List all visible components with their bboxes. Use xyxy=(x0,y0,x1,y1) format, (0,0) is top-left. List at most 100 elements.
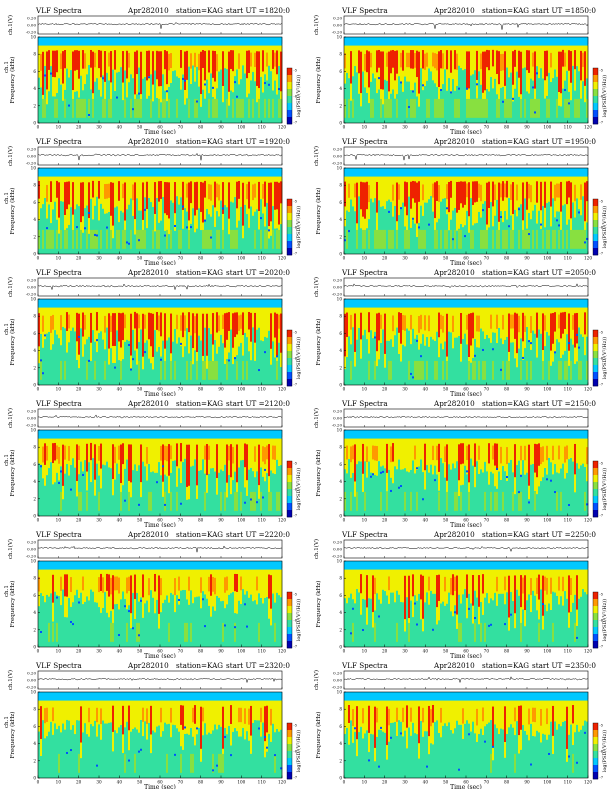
spectrogram-cell xyxy=(516,45,519,123)
spectrogram-cell xyxy=(194,45,197,123)
spectrogram-cell xyxy=(162,569,165,647)
spectrogram-cell xyxy=(166,569,169,647)
spectrogram-cell xyxy=(250,37,253,44)
spectrogram-cell xyxy=(258,369,261,372)
spectrogram-cell xyxy=(494,443,497,466)
spectrogram-cell xyxy=(54,176,57,254)
spectrogram-cell xyxy=(214,438,217,516)
spectrogram-cell xyxy=(526,168,529,175)
spectrogram-cell xyxy=(488,307,491,339)
spectrogram-cell xyxy=(398,176,401,254)
spectrogram-cell xyxy=(410,438,413,470)
freq-tick-label: 10 xyxy=(337,166,343,171)
spectrogram-cell xyxy=(48,561,51,568)
spectrogram-cell xyxy=(124,605,127,608)
spectrogram-cell xyxy=(208,307,211,329)
spectrogram-cell xyxy=(540,447,543,465)
spectrogram-cell xyxy=(572,168,575,175)
spectrogram-cell xyxy=(510,45,513,73)
spectrogram-cell xyxy=(444,168,447,175)
spectrogram-cell xyxy=(554,45,557,123)
spectrogram-cell xyxy=(84,176,87,209)
spectrogram-cell xyxy=(442,299,445,306)
spectrogram-cell xyxy=(60,470,63,473)
spectrogram-cell xyxy=(546,176,549,204)
spectrogram-cell xyxy=(224,176,227,206)
spectrogram-cell xyxy=(462,430,465,437)
spectrogram-cell xyxy=(240,576,243,591)
spectrogram-cell xyxy=(192,569,195,604)
spectrogram-cell xyxy=(72,430,75,437)
colorbar-segment xyxy=(593,248,598,256)
spectrogram-cell xyxy=(114,299,117,306)
freq-tick-label: 4 xyxy=(339,217,342,222)
spectrogram-cell xyxy=(52,168,55,175)
spectrogram-cell xyxy=(70,307,73,331)
spectrogram-cell xyxy=(164,50,167,70)
spectrogram-cell xyxy=(560,491,563,511)
spectrogram-cell xyxy=(538,443,541,466)
spectrogram-cell xyxy=(178,176,181,254)
spectrogram-cell xyxy=(366,307,369,340)
spectrogram-cell xyxy=(374,168,377,175)
spectrogram-cell xyxy=(372,45,375,123)
spectrogram-cell xyxy=(416,467,419,470)
spectrogram-cell xyxy=(158,37,161,44)
spectrogram-cell xyxy=(420,314,423,330)
spectrogram-cell xyxy=(170,313,173,354)
spectrogram-cell xyxy=(578,45,581,72)
spectrogram-cell xyxy=(140,176,143,254)
spectrogram-cell xyxy=(392,315,395,332)
spectrogram-cell xyxy=(42,176,45,205)
spectrogram-cell xyxy=(370,438,373,473)
colorbar-segment xyxy=(287,510,292,518)
spectrogram-cell xyxy=(260,176,263,200)
spectrogram-cell xyxy=(48,307,51,385)
spectrogram-cell xyxy=(110,577,113,595)
spectrogram-cell xyxy=(132,569,135,647)
spectrogram-cell xyxy=(68,314,71,329)
spectrogram-cell xyxy=(460,181,463,204)
spectrogram-cell xyxy=(50,72,53,75)
spectrogram-cell xyxy=(562,299,565,306)
freq-ylabel: Frequency (kHz) xyxy=(315,57,322,104)
spectrogram-cell xyxy=(70,569,73,647)
panel-station: station=KAG xyxy=(482,6,530,15)
spectrogram-cell xyxy=(250,299,253,306)
spectrogram-cell xyxy=(556,98,559,118)
spectrogram-cell xyxy=(260,45,263,77)
spectrogram-cell xyxy=(136,37,139,44)
spectrogram-cell xyxy=(482,438,485,473)
spectrogram-cell xyxy=(546,307,549,332)
spectrogram-cell xyxy=(80,569,83,593)
spectrogram-cell xyxy=(426,168,429,175)
spectrogram-cell xyxy=(62,37,65,44)
spectrogram-cell xyxy=(220,299,223,306)
spectrogram-cell xyxy=(372,473,375,476)
spectrogram-cell xyxy=(56,229,59,249)
spectrogram-cell xyxy=(540,181,543,211)
spectrogram-cell xyxy=(230,307,233,330)
spectrogram-cell xyxy=(68,181,71,205)
spectrogram-cell xyxy=(70,438,73,466)
spectrogram-cell xyxy=(128,444,131,481)
spectrogram-cell xyxy=(252,184,255,201)
spectrogram-cell xyxy=(250,438,253,516)
spectrogram-cell xyxy=(380,176,383,254)
spectrogram-cell xyxy=(476,181,479,202)
spectrogram-cell xyxy=(138,622,141,642)
spectrogram-cell xyxy=(428,438,431,473)
time-tick-label: 40 xyxy=(423,256,429,261)
spectrogram-cell xyxy=(80,229,83,249)
spectrogram-cell xyxy=(264,45,267,75)
spectrogram-cell xyxy=(220,307,223,385)
spectrogram-cell xyxy=(378,438,381,516)
spectrogram-cell xyxy=(392,168,395,175)
spectrogram-cell xyxy=(550,313,553,351)
colorbar-tick-label: -6 xyxy=(294,488,298,492)
spectrogram-cell xyxy=(512,168,515,175)
spectrogram-cell xyxy=(386,307,389,385)
spectrogram-cell xyxy=(60,176,63,202)
spectrogram-cell xyxy=(564,176,567,254)
